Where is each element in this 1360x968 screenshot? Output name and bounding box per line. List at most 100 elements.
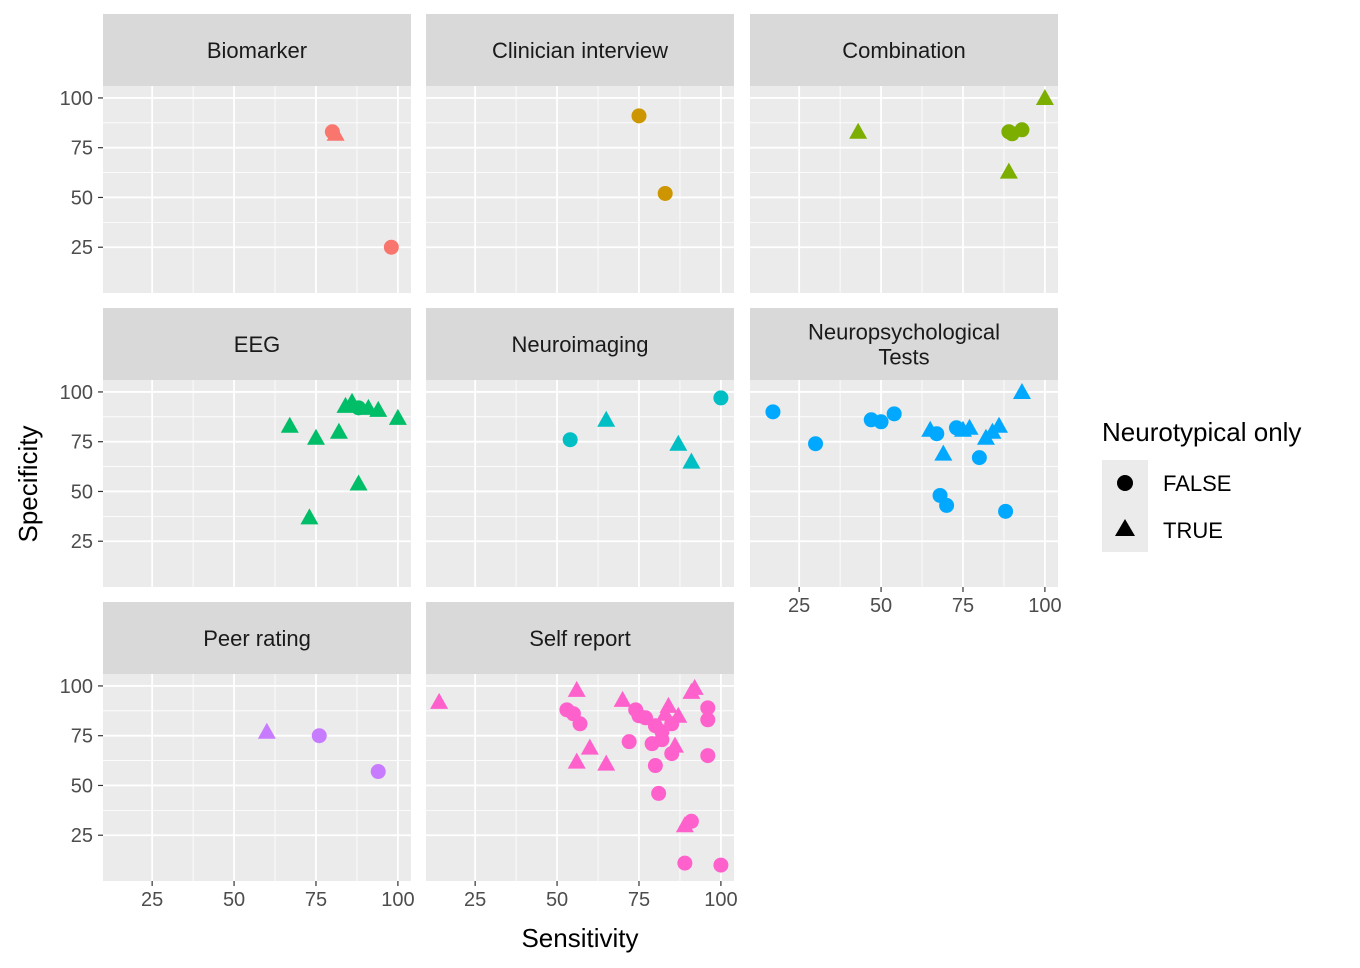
facet-strip	[750, 308, 1058, 380]
data-point-circle	[654, 732, 670, 748]
data-point-triangle	[567, 752, 586, 769]
data-point-circle	[1014, 122, 1030, 138]
x-axis-label: Sensitivity	[521, 923, 638, 953]
facet-strip	[750, 14, 1058, 86]
data-point-circle	[621, 734, 637, 750]
data-point-circle	[651, 785, 667, 801]
legend-circle-marker	[1117, 475, 1133, 491]
data-point-triangle	[1012, 382, 1031, 399]
data-point-triangle	[567, 680, 586, 697]
y-tick-label: 50	[71, 481, 93, 503]
data-point-circle	[713, 857, 729, 873]
facet-title: Self report	[529, 626, 631, 651]
y-tick-label: 75	[71, 432, 93, 454]
data-point-triangle	[1035, 88, 1054, 105]
x-tick-label: 25	[788, 595, 810, 617]
x-tick-label: 50	[870, 595, 892, 617]
data-point-circle	[713, 390, 729, 406]
legend-triangle-marker	[1115, 519, 1135, 536]
data-point-triangle	[669, 434, 688, 451]
y-tick-label: 25	[71, 825, 93, 847]
facet-panel: Peer rating 25 50 75 100 25 50 75 100	[60, 602, 415, 911]
facet-panel: Biomarker 25 50 75 100	[60, 14, 411, 293]
x-tick-label: 50	[546, 889, 568, 911]
y-tick-label: 25	[71, 237, 93, 259]
data-point-triangle	[849, 122, 868, 139]
data-point-circle	[700, 748, 716, 764]
data-point-triangle	[659, 696, 678, 713]
legend-label-false: FALSE	[1163, 471, 1231, 496]
y-tick-label: 100	[60, 382, 93, 404]
data-point-triangle	[388, 408, 407, 425]
data-point-circle	[700, 700, 716, 716]
data-point-triangle	[613, 690, 632, 707]
facet-panel: Self report 25 50 75 100	[426, 602, 738, 911]
facet-title: Neuroimaging	[512, 332, 649, 357]
data-point-triangle	[329, 422, 348, 439]
panel-background	[426, 380, 734, 587]
x-tick-label: 25	[464, 889, 486, 911]
data-point-triangle	[580, 738, 599, 755]
data-point-triangle	[960, 418, 979, 435]
facet-title: Combination	[842, 38, 966, 63]
facet-strip	[103, 14, 411, 86]
facet-panels: Biomarker 25 50 75 100 Clinician interview Com…	[60, 14, 1062, 911]
y-tick-label: 50	[71, 775, 93, 797]
x-tick-label: 100	[381, 889, 414, 911]
x-tick-label: 25	[141, 889, 163, 911]
y-tick-label: 75	[71, 726, 93, 748]
facet-panel: Neuropsychological Tests 25 50 75 100	[750, 308, 1062, 617]
data-point-triangle	[280, 416, 299, 433]
facet-panel: EEG 25 50 75 100	[60, 308, 411, 587]
facet-panel: Clinician interview	[426, 14, 734, 293]
data-point-triangle	[326, 124, 345, 141]
data-point-circle	[808, 436, 824, 452]
y-tick-label: 100	[60, 676, 93, 698]
facet-title: Clinician interview	[492, 38, 668, 63]
data-point-circle	[677, 855, 693, 871]
data-point-triangle	[666, 736, 685, 753]
data-point-triangle	[306, 428, 325, 445]
panel-background	[426, 674, 734, 881]
data-point-circle	[700, 712, 716, 728]
panel-background	[750, 380, 1058, 587]
y-axis-label: Specificity	[13, 425, 43, 542]
data-point-circle	[657, 185, 673, 201]
legend: Neurotypical only FALSE TRUE	[1102, 417, 1301, 552]
legend-label-true: TRUE	[1163, 518, 1223, 543]
data-point-triangle	[300, 508, 319, 525]
y-tick-label: 50	[71, 187, 93, 209]
data-point-circle	[939, 497, 955, 513]
facet-panel: Combination	[750, 14, 1058, 293]
data-point-circle	[886, 406, 902, 422]
data-point-triangle	[934, 444, 953, 461]
data-point-circle	[971, 450, 987, 466]
facet-title: Biomarker	[207, 38, 307, 63]
data-point-triangle	[999, 162, 1018, 179]
facet-strip	[426, 14, 734, 86]
x-tick-label: 100	[704, 889, 737, 911]
data-point-triangle	[349, 474, 368, 491]
x-tick-label: 75	[305, 889, 327, 911]
data-point-triangle	[597, 754, 616, 771]
data-point-triangle	[685, 678, 704, 695]
data-point-triangle	[257, 722, 276, 739]
data-point-triangle	[682, 452, 701, 469]
data-point-circle	[765, 404, 781, 420]
data-point-circle	[311, 728, 327, 744]
data-point-circle	[370, 764, 386, 780]
data-point-circle	[873, 414, 889, 430]
data-point-circle	[929, 426, 945, 442]
facet-title: Peer rating	[203, 626, 311, 651]
data-point-triangle	[597, 410, 616, 427]
panel-background	[750, 86, 1058, 293]
facet-strip	[103, 308, 411, 380]
facet-panel: Neuroimaging	[426, 308, 734, 587]
y-tick-label: 75	[71, 138, 93, 160]
facet-title: EEG	[234, 332, 280, 357]
data-point-circle	[631, 108, 647, 124]
data-point-circle	[572, 716, 588, 732]
x-tick-label: 50	[223, 889, 245, 911]
x-tick-label: 75	[952, 595, 974, 617]
